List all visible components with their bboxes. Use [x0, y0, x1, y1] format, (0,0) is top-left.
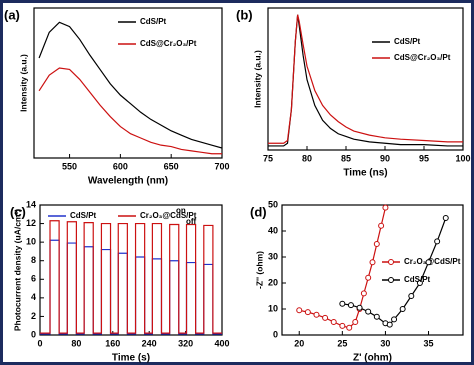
x-tick-label: 80	[71, 338, 81, 348]
y-tick-label: 50	[268, 199, 278, 209]
marker	[425, 259, 432, 266]
x-tick-label: 85	[341, 153, 351, 163]
annotation: off	[186, 217, 197, 226]
marker	[339, 322, 346, 329]
legend-label: CdS/Pt	[70, 211, 97, 220]
legend-label: CdS/Pt	[404, 275, 431, 284]
y-tick-label: 0	[31, 329, 36, 339]
x-tick-label: 35	[424, 338, 434, 348]
series-line	[268, 14, 463, 144]
series-line	[40, 220, 222, 334]
x-tick-label: 0	[37, 338, 42, 348]
x-tick-label: 90	[380, 153, 390, 163]
x-axis-label: Time (s)	[112, 353, 150, 364]
legend-label: CdS@Cr₂O₃/Pt	[394, 53, 451, 62]
y-tick-label: 2	[31, 311, 36, 321]
marker	[352, 319, 359, 325]
marker	[399, 306, 406, 312]
legend-label: CdS/Pt	[140, 17, 167, 26]
marker	[356, 304, 363, 311]
marker	[369, 259, 376, 266]
x-tick-label: 240	[142, 338, 157, 348]
x-tick-label: 160	[105, 338, 120, 348]
marker	[365, 308, 372, 315]
y-tick-label: 0	[273, 329, 278, 339]
marker	[373, 313, 380, 320]
marker	[365, 274, 372, 281]
x-tick-label: 320	[178, 338, 193, 348]
x-tick-label: 30	[380, 338, 390, 348]
annotation: on	[176, 206, 186, 215]
marker	[391, 316, 398, 323]
y-tick-label: 6	[31, 274, 36, 284]
marker	[296, 307, 303, 314]
panel-label: (a)	[4, 7, 20, 22]
x-tick-label: 95	[419, 153, 429, 163]
marker	[304, 309, 311, 316]
marker	[339, 300, 346, 307]
x-axis-label: Time (ns)	[343, 168, 387, 179]
y-axis-label: Intensity (a.u.)	[252, 50, 262, 108]
panel-label: (c)	[10, 204, 26, 219]
x-tick-label: 600	[113, 161, 128, 171]
y-tick-label: 10	[26, 237, 36, 247]
marker	[434, 238, 441, 245]
plot-frame	[281, 204, 464, 336]
marker	[346, 324, 353, 331]
marker	[373, 241, 380, 247]
legend-label: CdS/Pt	[394, 37, 421, 46]
x-axis-label: Wavelength (nm)	[88, 176, 168, 187]
panel-label: (b)	[236, 7, 253, 22]
x-tick-label: 100	[455, 153, 470, 163]
legend-marker	[388, 259, 394, 265]
y-tick-label: 10	[268, 303, 278, 313]
x-tick-label: 20	[294, 338, 304, 348]
x-tick-label: 700	[214, 161, 229, 171]
x-axis-label: Z' (ohm)	[353, 353, 392, 364]
x-tick-label: 550	[62, 161, 77, 171]
y-axis-label: -Z'' (ohm)	[254, 251, 264, 289]
marker	[322, 314, 329, 321]
series-line	[38, 67, 222, 155]
y-tick-label: 4	[31, 292, 36, 302]
y-tick-label: 40	[268, 225, 278, 235]
series-line	[38, 21, 222, 149]
marker	[416, 280, 423, 286]
marker	[442, 215, 449, 221]
x-tick-label: 400	[214, 338, 229, 348]
legend-label: CdS@Cr₂O₃/Pt	[140, 39, 197, 48]
panel-label: (d)	[250, 204, 267, 219]
marker	[386, 321, 393, 328]
legend-label: Cr₂O₃@CdS/Pt	[140, 211, 197, 220]
marker	[378, 222, 385, 229]
series-line	[40, 239, 222, 335]
y-tick-label: 12	[26, 218, 36, 228]
y-tick-label: 14	[26, 199, 36, 209]
marker	[347, 302, 354, 309]
marker	[313, 311, 320, 318]
y-axis-label: Photocurrent density (uA/cm²)	[12, 209, 22, 331]
marker	[360, 290, 367, 297]
y-axis-label: Intensity (a.u.)	[18, 54, 28, 112]
marker	[382, 204, 389, 211]
plot-frame	[267, 7, 464, 151]
x-tick-label: 80	[302, 153, 312, 163]
marker	[408, 293, 415, 299]
legend-label: Cr₂O₃@CdS/Pt	[404, 257, 461, 266]
y-tick-label: 20	[268, 277, 278, 287]
plot-frame	[39, 204, 223, 336]
x-tick-label: 75	[263, 153, 273, 163]
marker	[330, 319, 337, 325]
x-tick-label: 650	[164, 161, 179, 171]
legend-marker	[388, 277, 394, 283]
y-tick-label: 30	[268, 251, 278, 261]
plot-frame	[33, 7, 223, 159]
x-tick-label: 25	[337, 338, 347, 348]
y-tick-label: 8	[31, 255, 36, 265]
